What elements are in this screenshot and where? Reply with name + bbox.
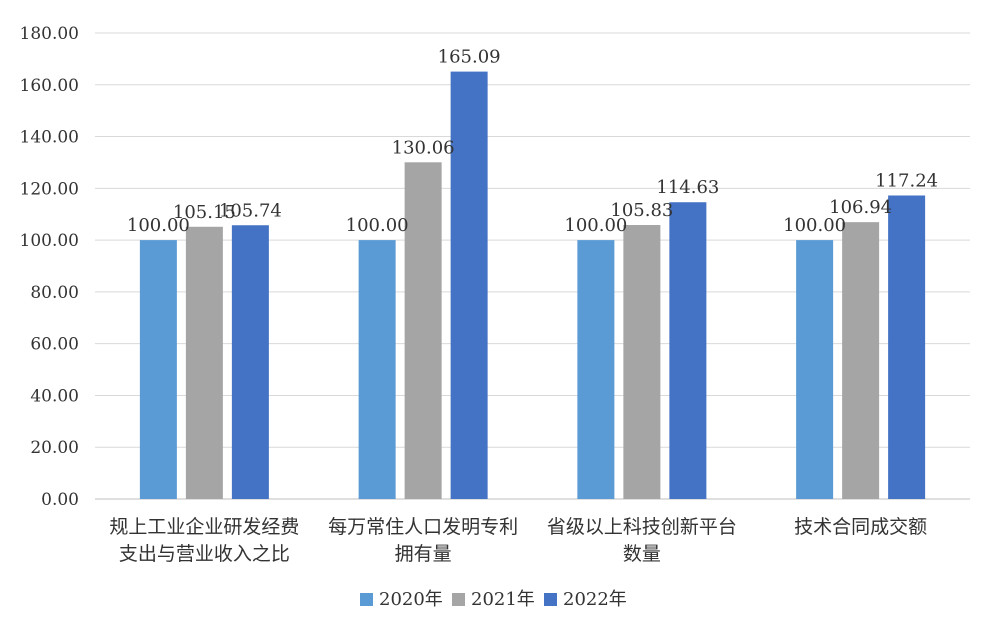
y-tick-label: 20.00 [30, 438, 79, 458]
y-tick-label: 120.00 [20, 179, 79, 199]
data-label: 100.00 [346, 215, 409, 236]
y-tick-label: 180.00 [20, 24, 79, 44]
data-labels: 100.00105.15105.74100.00130.06165.09100.… [127, 47, 938, 237]
y-tick-label: 80.00 [30, 283, 79, 303]
bar-2021年-3 [842, 222, 880, 499]
data-label: 105.74 [219, 200, 282, 221]
bar-2022年-2 [669, 202, 707, 500]
y-tick-label: 160.00 [20, 76, 79, 96]
data-label: 105.15 [173, 202, 236, 223]
legend-label: 2020年 [379, 589, 443, 610]
bar-2022年-1 [450, 71, 488, 499]
data-label: 165.09 [438, 47, 501, 68]
legend-swatch [544, 593, 557, 606]
bar-2021年-1 [404, 162, 442, 499]
x-category-label: 支出与营业收入之比 [119, 543, 290, 565]
data-label: 130.06 [392, 137, 455, 158]
bar-2020年-2 [577, 240, 615, 499]
bars [139, 71, 926, 500]
bar-2020年-1 [358, 240, 396, 499]
x-category-label: 数量 [623, 543, 661, 565]
gridlines [95, 32, 970, 500]
bar-2021年-2 [623, 225, 661, 499]
y-tick-label: 40.00 [30, 386, 79, 406]
x-category-label: 技术合同成交额 [794, 516, 927, 538]
y-tick-label: 140.00 [20, 128, 79, 148]
y-tick-label: 0.00 [41, 490, 79, 510]
data-label: 114.63 [656, 177, 719, 198]
legend-label: 2021年 [471, 589, 535, 610]
x-category-label: 拥有量 [395, 543, 452, 565]
x-category-label: 规上工业企业研发经费 [109, 516, 299, 538]
data-label: 117.24 [875, 170, 938, 191]
bar-2021年-0 [185, 226, 223, 500]
data-label: 106.94 [829, 197, 892, 218]
y-tick-label: 60.00 [30, 335, 79, 355]
x-category-label: 省级以上科技创新平台 [547, 516, 737, 538]
bar-2020年-0 [139, 240, 177, 499]
legend-swatch [360, 593, 373, 606]
data-label: 100.00 [783, 215, 846, 236]
bar-2022年-3 [888, 195, 926, 499]
legend-swatch [452, 593, 465, 606]
legend: 2020年 2021年 2022年 [360, 589, 627, 610]
y-axis-ticks: 0.00 20.00 40.00 60.00 80.00 100.00 120.00 140.… [20, 24, 79, 510]
y-tick-label: 100.00 [20, 231, 79, 251]
data-label: 105.83 [610, 200, 673, 221]
legend-label: 2022年 [563, 589, 627, 610]
bar-2022年-0 [231, 225, 269, 499]
data-label: 100.00 [564, 215, 627, 236]
data-label: 100.00 [127, 215, 190, 236]
bar-2020年-3 [796, 240, 834, 499]
x-category-label: 每万常住人口发明专利 [328, 516, 518, 538]
